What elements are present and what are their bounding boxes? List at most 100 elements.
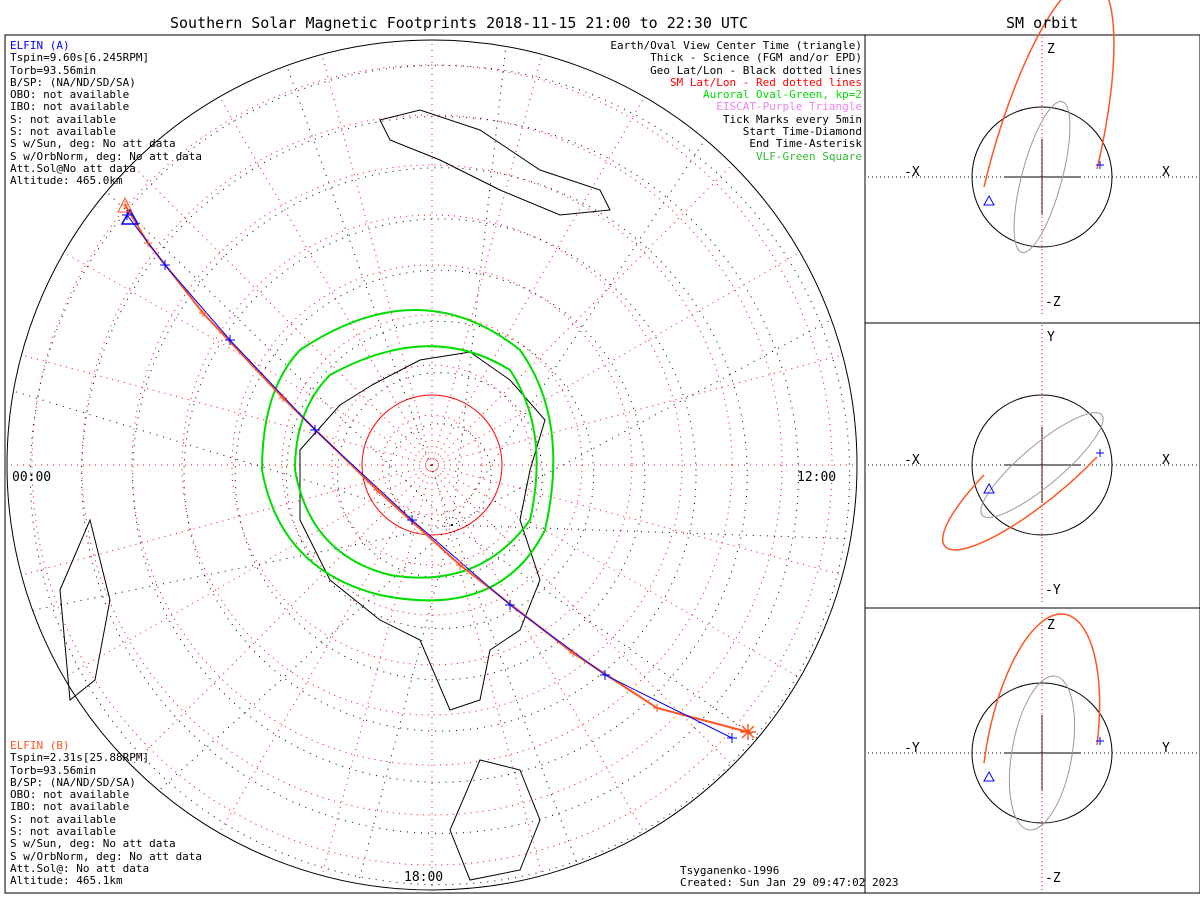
legend-item: EISCAT-Purple Triangle [716, 100, 862, 114]
elfin-b-name: ELFIN (B) [10, 739, 70, 752]
info-line: S: not available [10, 112, 116, 126]
tick-mark [225, 335, 235, 345]
info-line: Torb=93.56min [10, 763, 97, 777]
axis-label-left: -X [904, 165, 920, 180]
created-date: Created: Sun Jan 29 09:47:02 2023 [680, 876, 899, 890]
info-line: OBO: not available [10, 88, 130, 102]
sm-pole-circle [361, 394, 503, 536]
legend-item: Tick Marks every 5min [722, 112, 862, 126]
view-center-triangle-b [117, 196, 133, 213]
orbit-frame [864, 34, 1200, 894]
info-line: B/SP: (NA/ND/SD/SA) [10, 775, 136, 789]
geo-lon-line [106, 191, 453, 526]
info-line: Torb=93.56min [10, 63, 97, 77]
sm-lon-line [131, 164, 433, 466]
sm-lon-line [431, 464, 843, 576]
info-line: B/SP: (NA/ND/SD/SA) [10, 75, 136, 89]
info-line: S: not available [10, 125, 116, 139]
geo-lon-line [451, 139, 706, 526]
geo-lon-line [451, 319, 832, 526]
info-line: S: not available [10, 812, 116, 826]
coastline-south-america [449, 759, 541, 881]
geo-lat-circle [132, 167, 748, 783]
legend: Earth/Oval View Center Time (triangle) Th… [610, 39, 862, 163]
info-line: IBO: not available [10, 800, 130, 814]
sm-lat-circle [181, 214, 683, 716]
info-line: Altitude: 465.1km [10, 874, 123, 888]
axis-label-top: Y [1047, 330, 1055, 345]
tick-mark [600, 670, 610, 680]
orbit-track-b [941, 456, 1098, 551]
tick-mark [407, 515, 417, 525]
geo-lat-circle [234, 269, 646, 681]
auroral-oval-outer [260, 309, 555, 602]
orbit-ellipse [1013, 100, 1071, 254]
legend-item: Auroral Oval-Green, kp=2 [703, 88, 862, 102]
orbit-asterisk [1096, 737, 1104, 745]
sm-lon-line [63, 252, 433, 466]
footer: Tsyganenko-1996 Created: Sun Jan 29 09:4… [680, 864, 899, 890]
sm-lon-line [431, 96, 645, 466]
info-line: S w/Sun, deg: No att data [10, 837, 176, 851]
orbit-title: SM orbit [1006, 14, 1079, 32]
orbit-track-b [983, 613, 1101, 764]
sm-lon-line [431, 252, 801, 466]
mlt-label-right: 12:00 [797, 470, 837, 485]
orbit-ellipse [1008, 675, 1076, 831]
sm-lon-line [431, 54, 543, 466]
tick-mark [160, 260, 170, 270]
sm-lon-line [21, 354, 433, 466]
orbit-triangle [983, 770, 995, 782]
coastline-australia [379, 109, 611, 216]
elfin-b-info: ELFIN (B) Tspin=2.31s[25.88RPM] Torb=93.5… [10, 739, 202, 888]
elfin-a-info: ELFIN (A) Tspin=9.60s[6.245RPM] Torb=93.5… [10, 39, 202, 188]
axis-label-bottom: -Z [1045, 295, 1061, 310]
sm-lon-line [321, 464, 433, 876]
sm-lon-line [63, 464, 433, 678]
tick-mark [505, 600, 515, 610]
sm-lon-line [321, 54, 433, 466]
axis-label-right: X [1162, 453, 1170, 468]
legend-item: Thick - Science (FGM and/or EPD) [650, 51, 862, 65]
legend-item: Geo Lat/Lon - Black dotted lines [650, 63, 862, 77]
geo-lon-line [286, 65, 453, 526]
geo-lon-line [357, 524, 453, 884]
tick-mark [373, 486, 381, 494]
geo-lon-line [451, 524, 578, 865]
info-line: Tspin=2.31s[25.88RPM] [10, 751, 150, 765]
coastline-africa [59, 518, 111, 701]
sm-lon-line [431, 354, 843, 466]
tick-mark [653, 704, 661, 712]
sm-lat-circle [381, 414, 483, 516]
info-line: S w/Sun, deg: No att data [10, 137, 176, 151]
axis-label-top: Z [1047, 42, 1055, 57]
geo-lon-line [451, 46, 507, 526]
geo-lat-circle [29, 64, 851, 886]
axis-label-left: -X [904, 453, 920, 468]
model-name: Tsyganenko-1996 [680, 864, 780, 877]
tick-mark [279, 394, 287, 402]
sm-lon-line [219, 464, 433, 834]
geo-lat-circle [337, 372, 543, 578]
geo-lon-line [158, 524, 453, 791]
axis-label-top: Z [1047, 618, 1055, 633]
mlt-label-left: 00:00 [12, 470, 52, 485]
sm-lon-line [431, 164, 733, 466]
geo-lat-circle [388, 423, 492, 527]
geo-lon-line [451, 524, 851, 540]
orbit-asterisk [1096, 161, 1104, 169]
mlt-label-bottom: 18:00 [404, 870, 444, 885]
coastline-antarctica [299, 351, 546, 711]
axis-label-bottom: -Z [1045, 871, 1061, 886]
orbit-triangle [983, 482, 995, 494]
legend-item: End Time-Asterisk [749, 137, 862, 151]
sm-lat-circle [81, 114, 783, 816]
tick-mark [456, 561, 464, 569]
tick-mark [144, 239, 152, 247]
auroral-oval-inner [293, 345, 538, 579]
axis-label-bottom: -Y [1045, 583, 1061, 598]
orbit-triangle [983, 194, 995, 206]
elfin-a-name: ELFIN (A) [10, 39, 70, 52]
tick-mark [199, 309, 207, 317]
sm-lon-line [219, 96, 433, 466]
